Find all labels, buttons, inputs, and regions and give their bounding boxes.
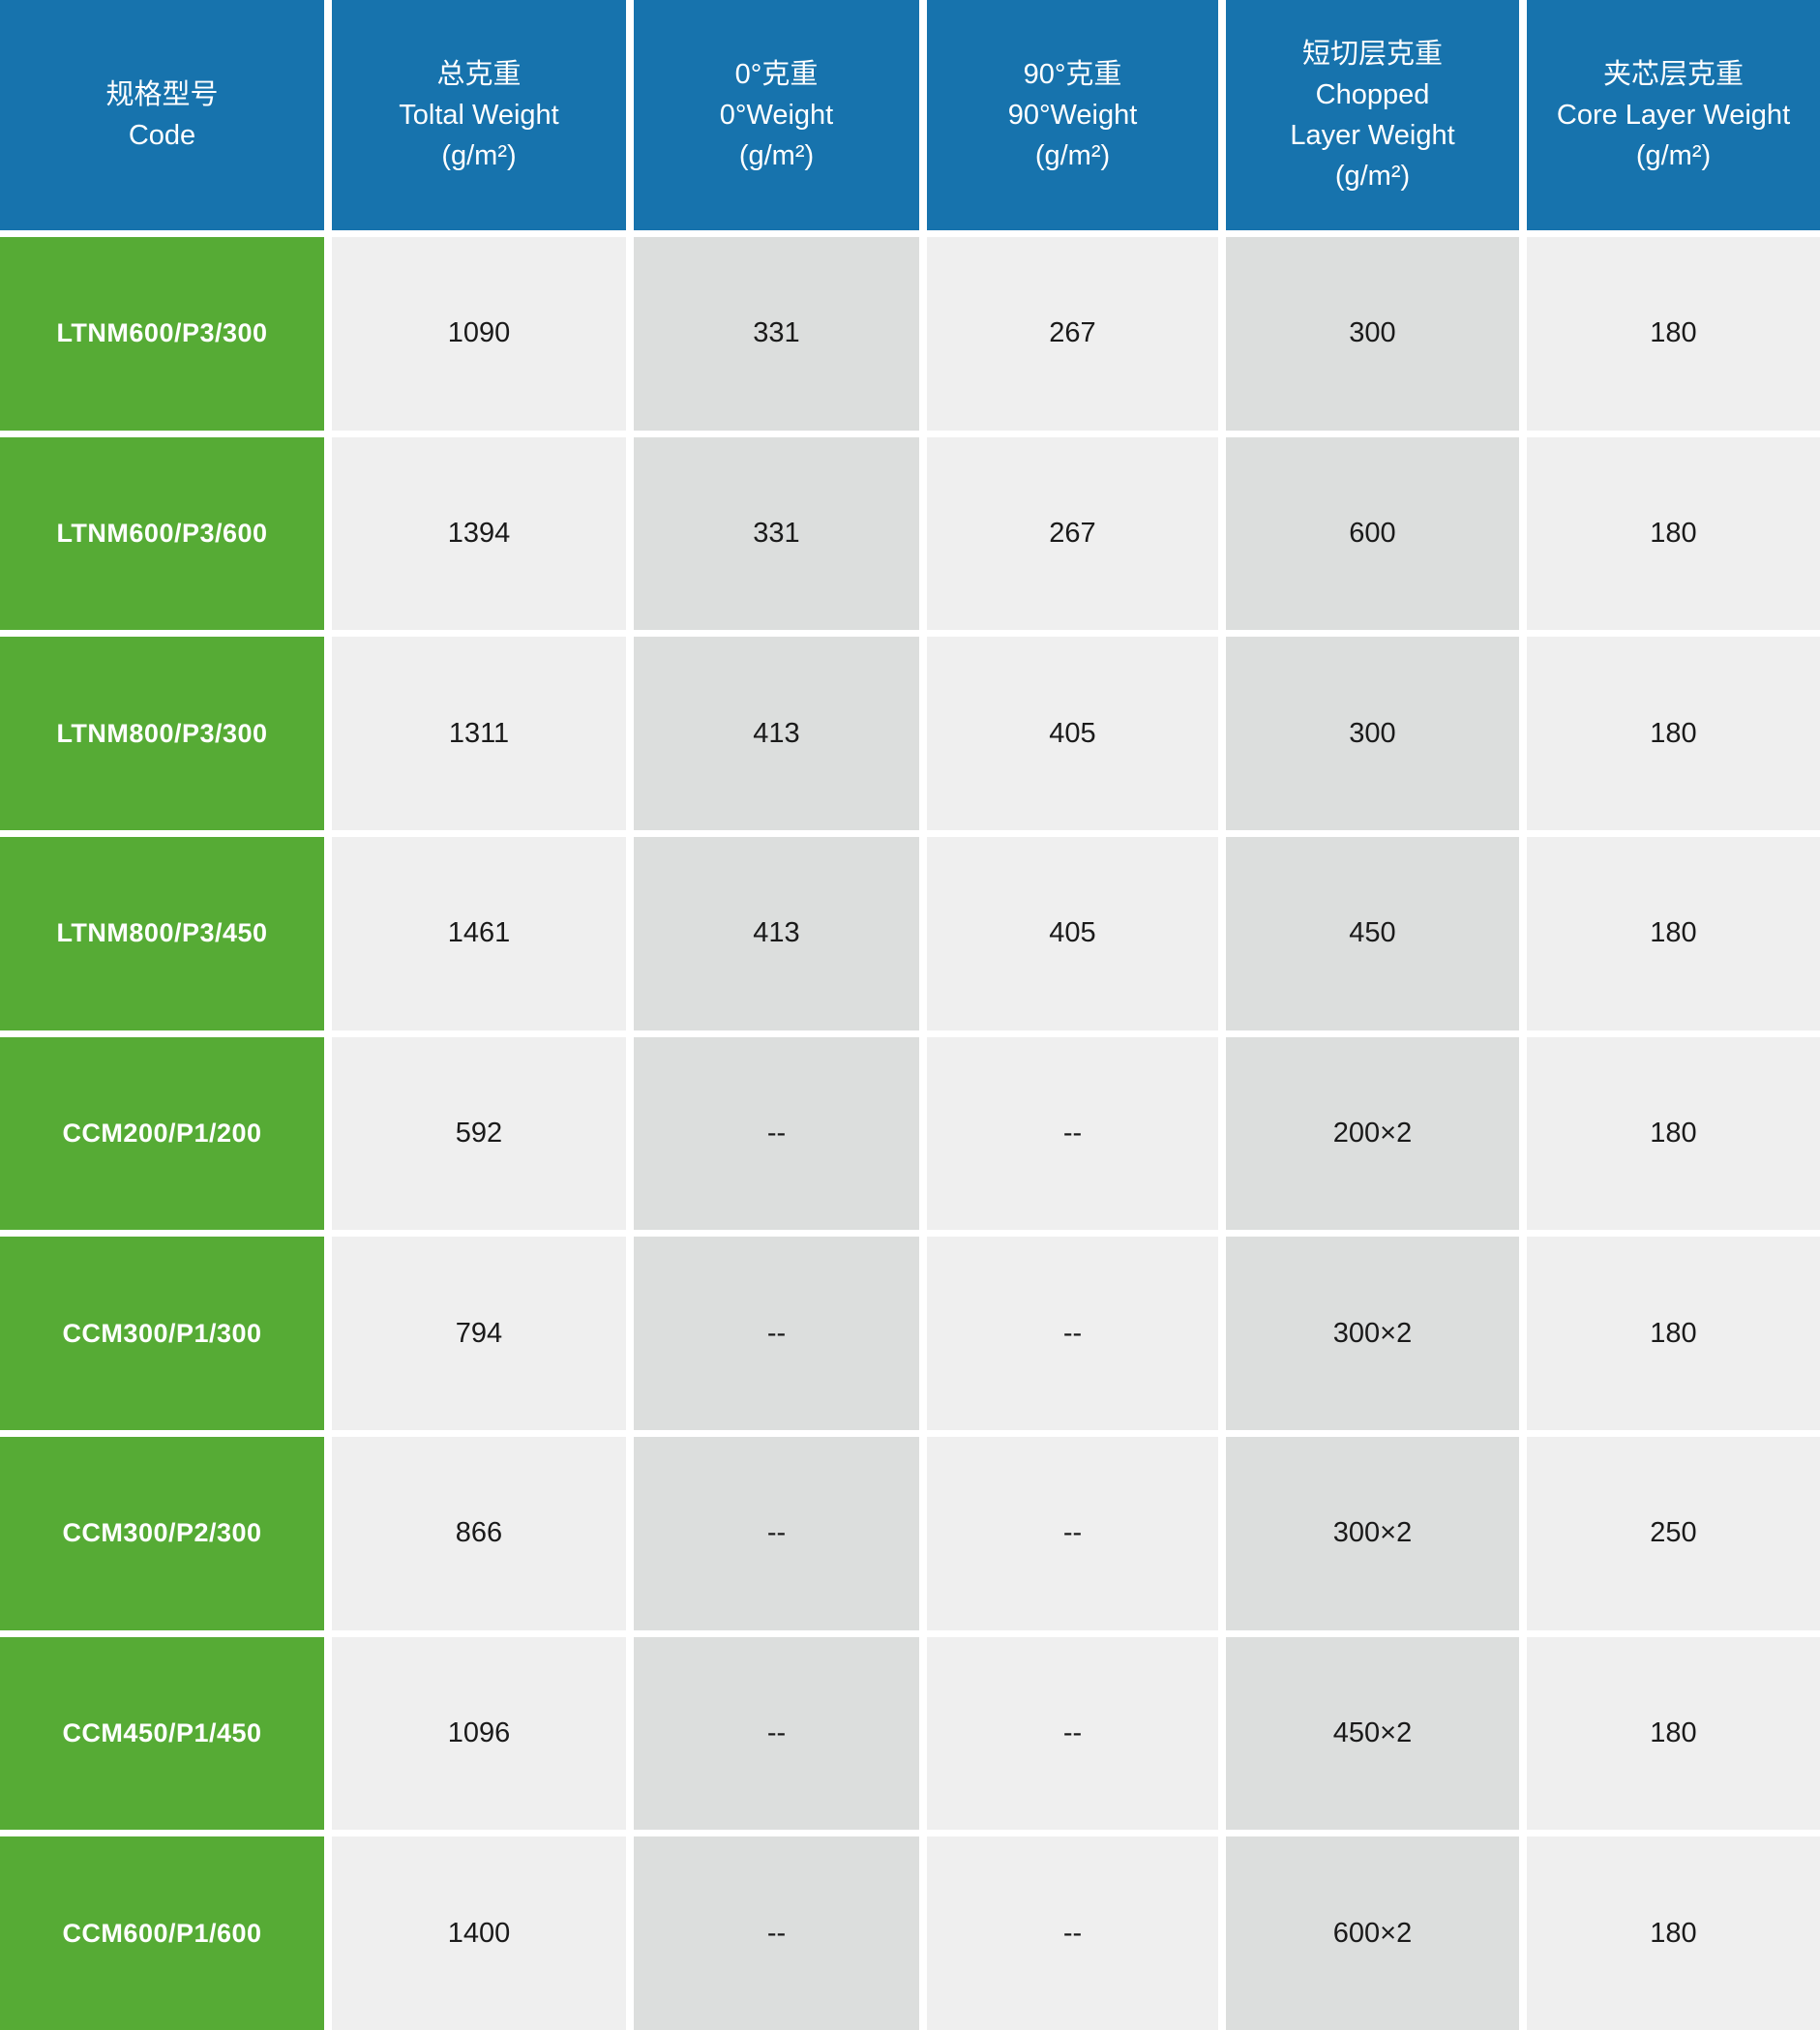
zero-weight-cell: -- bbox=[634, 1437, 919, 1630]
core-weight-cell: 180 bbox=[1527, 637, 1820, 830]
header-cell-90-weight: 90°克重 90°Weight (g/m²) bbox=[927, 0, 1218, 230]
chopped-weight-cell: 600×2 bbox=[1226, 1836, 1519, 2030]
header-unit-label: (g/m²) bbox=[1334, 161, 1411, 193]
chopped-weight-cell: 300 bbox=[1226, 237, 1519, 431]
ninety-weight-cell: -- bbox=[927, 1437, 1218, 1630]
ninety-weight-cell: -- bbox=[927, 1237, 1218, 1430]
chopped-weight-cell: 450 bbox=[1226, 837, 1519, 1030]
total-weight-cell: 1394 bbox=[332, 436, 626, 631]
header-en-label: 0°Weight bbox=[719, 99, 834, 131]
core-weight-cell: 180 bbox=[1527, 1237, 1820, 1430]
zero-weight-cell: 413 bbox=[634, 837, 919, 1030]
ninety-weight-cell: 405 bbox=[927, 837, 1218, 1030]
core-weight-cell: 180 bbox=[1527, 436, 1820, 631]
header-en-label: Code bbox=[128, 120, 196, 151]
code-cell: CCM200/P1/200 bbox=[0, 1036, 324, 1231]
code-cell: LTNM800/P3/300 bbox=[0, 637, 324, 830]
header-en-label: Core Layer Weight bbox=[1556, 99, 1791, 131]
code-cell: LTNM600/P3/600 bbox=[0, 436, 324, 631]
header-zh-label: 90°克重 bbox=[1023, 58, 1122, 90]
code-cell: CCM450/P1/450 bbox=[0, 1636, 324, 1831]
code-cell: CCM600/P1/600 bbox=[0, 1836, 324, 2030]
core-weight-cell: 180 bbox=[1527, 1036, 1820, 1231]
ninety-weight-cell: 405 bbox=[927, 637, 1218, 830]
header-zh-label: 短切层克重 bbox=[1301, 38, 1443, 70]
chopped-weight-cell: 600 bbox=[1226, 436, 1519, 631]
zero-weight-cell: -- bbox=[634, 1836, 919, 2030]
ninety-weight-cell: -- bbox=[927, 1036, 1218, 1231]
header-unit-label: (g/m²) bbox=[441, 140, 517, 172]
total-weight-cell: 592 bbox=[332, 1036, 626, 1231]
header-cell-0-weight: 0°克重 0°Weight (g/m²) bbox=[634, 0, 919, 230]
chopped-weight-cell: 300 bbox=[1226, 637, 1519, 830]
zero-weight-cell: -- bbox=[634, 1636, 919, 1831]
chopped-weight-cell: 300×2 bbox=[1226, 1437, 1519, 1630]
header-en-label: Chopped Layer Weight bbox=[1290, 78, 1455, 151]
code-cell: LTNM800/P3/450 bbox=[0, 837, 324, 1030]
total-weight-cell: 866 bbox=[332, 1437, 626, 1630]
ninety-weight-cell: -- bbox=[927, 1836, 1218, 2030]
chopped-weight-cell: 200×2 bbox=[1226, 1036, 1519, 1231]
header-en-label: 90°Weight bbox=[1007, 99, 1138, 131]
header-cell-chopped-layer-weight: 短切层克重 Chopped Layer Weight (g/m²) bbox=[1226, 0, 1519, 230]
header-zh-label: 规格型号 bbox=[105, 78, 219, 110]
total-weight-cell: 1090 bbox=[332, 237, 626, 431]
header-cell-total-weight: 总克重 Toltal Weight (g/m²) bbox=[332, 0, 626, 230]
core-weight-cell: 180 bbox=[1527, 837, 1820, 1030]
total-weight-cell: 1096 bbox=[332, 1636, 626, 1831]
chopped-weight-cell: 300×2 bbox=[1226, 1237, 1519, 1430]
header-zh-label: 夹芯层克重 bbox=[1602, 58, 1744, 90]
chopped-weight-cell: 450×2 bbox=[1226, 1636, 1519, 1831]
header-unit-label: (g/m²) bbox=[1034, 140, 1111, 172]
header-cell-core-layer-weight: 夹芯层克重 Core Layer Weight (g/m²) bbox=[1527, 0, 1820, 230]
total-weight-cell: 1311 bbox=[332, 637, 626, 830]
ninety-weight-cell: -- bbox=[927, 1636, 1218, 1831]
total-weight-cell: 794 bbox=[332, 1237, 626, 1430]
zero-weight-cell: -- bbox=[634, 1036, 919, 1231]
zero-weight-cell: 331 bbox=[634, 436, 919, 631]
header-zh-label: 总克重 bbox=[436, 58, 522, 90]
code-cell: LTNM600/P3/300 bbox=[0, 237, 324, 431]
total-weight-cell: 1400 bbox=[332, 1836, 626, 2030]
header-en-label: Toltal Weight bbox=[399, 99, 559, 131]
core-weight-cell: 250 bbox=[1527, 1437, 1820, 1630]
header-cell-code: 规格型号 Code bbox=[0, 0, 324, 230]
code-cell: CCM300/P2/300 bbox=[0, 1437, 324, 1630]
core-weight-cell: 180 bbox=[1527, 1836, 1820, 2030]
zero-weight-cell: 331 bbox=[634, 237, 919, 431]
core-weight-cell: 180 bbox=[1527, 1636, 1820, 1831]
total-weight-cell: 1461 bbox=[332, 837, 626, 1030]
zero-weight-cell: 413 bbox=[634, 637, 919, 830]
ninety-weight-cell: 267 bbox=[927, 237, 1218, 431]
code-cell: CCM300/P1/300 bbox=[0, 1237, 324, 1430]
ninety-weight-cell: 267 bbox=[927, 436, 1218, 631]
zero-weight-cell: -- bbox=[634, 1237, 919, 1430]
core-weight-cell: 180 bbox=[1527, 237, 1820, 431]
header-unit-label: (g/m²) bbox=[738, 140, 815, 172]
header-unit-label: (g/m²) bbox=[1635, 140, 1712, 172]
header-zh-label: 0°克重 bbox=[734, 58, 819, 90]
